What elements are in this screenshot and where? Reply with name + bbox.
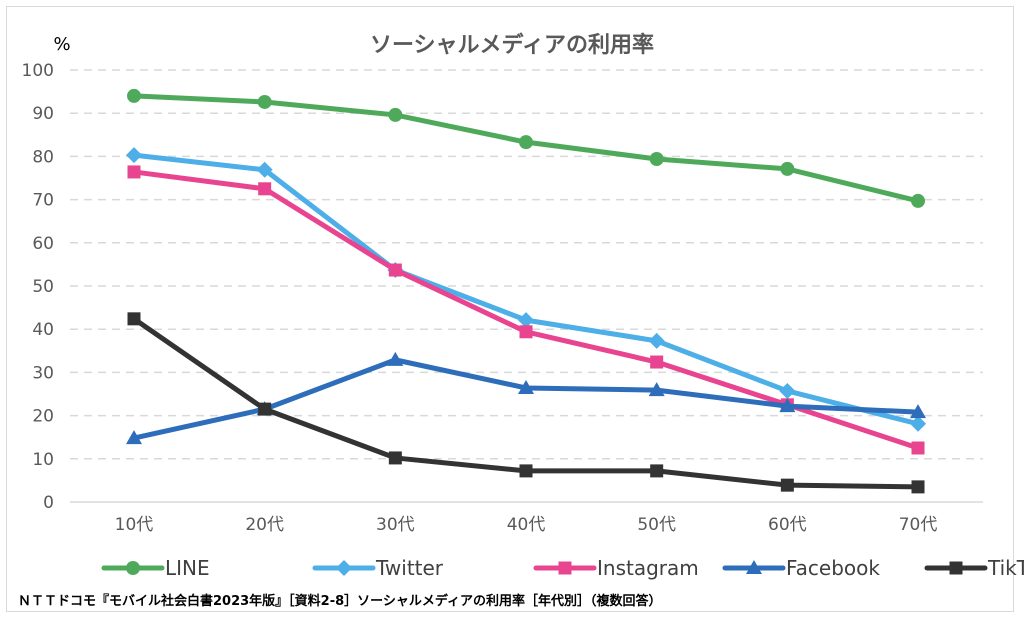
y-tick-label: 30 bbox=[32, 363, 54, 383]
data-point bbox=[518, 379, 535, 394]
data-point bbox=[387, 351, 404, 366]
data-point bbox=[127, 88, 141, 103]
x-tick-label: 10代 bbox=[115, 515, 154, 535]
y-tick-label: 60 bbox=[32, 234, 54, 254]
y-tick-label: 50 bbox=[32, 277, 54, 297]
legend-item-twitter: Twitter bbox=[312, 556, 444, 580]
y-tick-label: 20 bbox=[32, 407, 54, 427]
legend-marker bbox=[336, 560, 352, 576]
data-point bbox=[649, 151, 664, 166]
legend-marker bbox=[558, 561, 572, 575]
data-point bbox=[256, 161, 273, 178]
data-point bbox=[519, 135, 534, 150]
data-point bbox=[126, 147, 142, 164]
chart-frame bbox=[6, 6, 1014, 612]
data-point bbox=[257, 94, 272, 109]
y-tick-label: 80 bbox=[32, 147, 54, 167]
legend-label: LINE bbox=[165, 556, 210, 580]
data-point bbox=[650, 355, 664, 369]
source-note: ＮＴＴドコモ『モバイル社会白書2023年版』［資料2-8］ソーシャルメディアの利… bbox=[18, 593, 662, 609]
data-point bbox=[779, 398, 796, 413]
y-tick-label: 90 bbox=[32, 104, 54, 124]
data-point bbox=[388, 107, 403, 122]
legend-item-line: LINE bbox=[101, 556, 210, 580]
series-tiktok bbox=[127, 312, 925, 494]
data-point bbox=[258, 402, 272, 416]
data-point bbox=[258, 182, 272, 196]
data-point bbox=[518, 312, 535, 329]
data-point bbox=[519, 325, 533, 339]
data-point bbox=[911, 193, 926, 208]
y-tick-label: 70 bbox=[32, 191, 54, 211]
legend-label: Facebook bbox=[786, 556, 880, 580]
series-line bbox=[132, 316, 919, 490]
data-point bbox=[126, 430, 142, 445]
chart-title: ソーシャルメディアの利用率 bbox=[370, 32, 654, 58]
data-point bbox=[127, 312, 141, 326]
x-tick-label: 70代 bbox=[899, 515, 938, 535]
data-point bbox=[911, 480, 925, 494]
x-tick-label: 60代 bbox=[768, 515, 807, 535]
x-tick-label: 40代 bbox=[507, 515, 546, 535]
data-point bbox=[910, 415, 927, 432]
legend-marker bbox=[949, 561, 963, 575]
y-axis-label: % bbox=[53, 34, 70, 55]
legend-marker bbox=[746, 560, 762, 574]
legend-item-tiktok: TikTok bbox=[924, 556, 1024, 580]
data-point bbox=[127, 165, 141, 179]
data-point bbox=[519, 464, 533, 478]
data-point bbox=[780, 478, 794, 492]
legend-label: TikTok bbox=[987, 556, 1024, 580]
y-tick-label: 40 bbox=[32, 320, 54, 340]
x-tick-label: 50代 bbox=[637, 515, 676, 535]
x-tick-label: 30代 bbox=[376, 515, 415, 535]
data-point bbox=[388, 263, 402, 277]
legend-item-facebook: Facebook bbox=[722, 556, 880, 580]
legend-item-instagram: Instagram bbox=[533, 556, 699, 580]
legend-label: Instagram bbox=[597, 556, 699, 580]
x-tick-label: 20代 bbox=[245, 515, 284, 535]
y-tick-label: 0 bbox=[43, 493, 54, 513]
data-point bbox=[779, 382, 796, 399]
data-point bbox=[910, 404, 927, 419]
y-tick-label: 10 bbox=[32, 450, 54, 470]
legend-marker bbox=[126, 561, 140, 575]
data-point bbox=[648, 332, 665, 349]
data-point bbox=[780, 161, 795, 176]
data-point bbox=[648, 382, 665, 397]
data-point bbox=[911, 441, 925, 455]
series-line bbox=[127, 88, 926, 208]
legend-label: Twitter bbox=[375, 556, 444, 580]
y-tick-label: 100 bbox=[22, 61, 54, 81]
data-point bbox=[650, 464, 664, 478]
data-point bbox=[388, 451, 402, 465]
